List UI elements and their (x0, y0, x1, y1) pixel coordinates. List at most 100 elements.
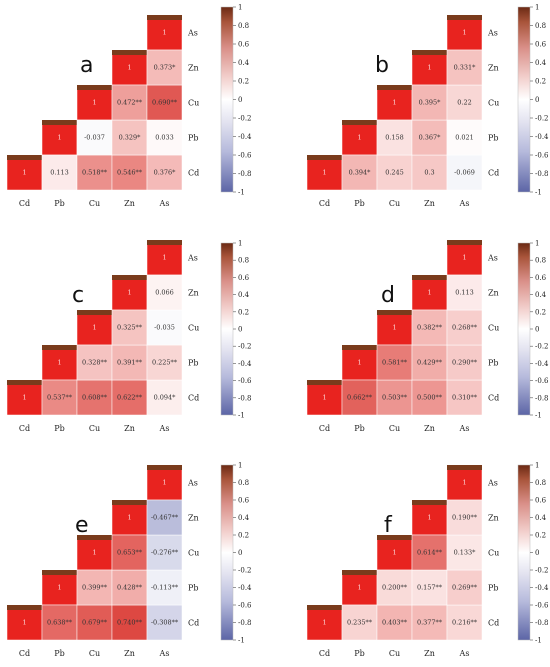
heatmap-cell-diagonal-As (446, 239, 483, 276)
colorbar-tick-label-a-2: 0.6 (238, 41, 250, 49)
heatmap-cell-Cd-Pb (341, 604, 378, 641)
heatmap-cell-diagonal-band-Cd (307, 380, 342, 385)
heatmap-cell-diagonal-Cd (306, 154, 343, 191)
colorbar-tick-label-a-7: -0.4 (238, 133, 252, 141)
heatmap-cell-Cd-Zn (111, 154, 148, 191)
colorbar-tick-label-b-1: 0.8 (535, 22, 546, 30)
y-tick-label-Pb: Pb (188, 359, 199, 368)
heatmap-cell-Pb-Cu (76, 119, 113, 156)
heatmap-cell-label-Pb-As: 0.290** (452, 359, 478, 367)
y-tick-label-Pb: Pb (488, 134, 499, 143)
colorbar-tick-label-b-5: 0 (535, 96, 539, 104)
colorbar-tick-label-d-9: -0.8 (535, 394, 549, 402)
heatmap-cell-diagonal-Cd (306, 379, 343, 416)
heatmap-cell-Cu-As (446, 534, 483, 571)
heatmap-diagonal-label-Cd: 1 (323, 395, 327, 402)
heatmap-cell-Cu-Zn (111, 534, 148, 571)
colorbar-tick-label-c-0: 1 (238, 240, 242, 248)
heatmap-cell-label-Cd-Zn: 0.740** (117, 619, 143, 627)
x-tick-label-Cu: Cu (89, 199, 100, 208)
heatmap-cell-Zn-As (446, 49, 483, 86)
x-tick-label-Pb: Pb (54, 424, 65, 433)
colorbar-tick-label-c-4: 0.2 (238, 308, 249, 316)
heatmap-cell-label-Pb-As: 0.269** (452, 584, 478, 592)
heatmap-cell-label-Zn-As: 0.331* (454, 64, 477, 72)
heatmap-cell-label-Cd-As: 0.310** (452, 394, 478, 402)
colorbar-tick-label-c-5: 0 (238, 326, 242, 334)
heatmap-cell-diagonal-Pb (341, 569, 378, 606)
heatmap-cell-label-Cu-As: 0.690** (152, 99, 178, 107)
x-tick-label-Zn: Zn (124, 424, 135, 433)
heatmap-cell-diagonal-band-As (147, 465, 182, 470)
heatmap-cell-label-Cd-Pb: 0.394* (349, 169, 372, 177)
colorbar-tick-label-a-3: 0.4 (238, 59, 250, 67)
y-tick-label-Cu: Cu (188, 324, 199, 333)
x-tick-label-Cd: Cd (319, 199, 330, 208)
heatmap-cell-diagonal-band-As (447, 15, 482, 20)
heatmap-cell-label-Cu-Zn: 0.653** (117, 549, 143, 557)
heatmap-cell-label-Zn-As: 0.066 (155, 289, 174, 297)
heatmap-cell-label-Cu-Zn: 0.382** (417, 324, 443, 332)
x-tick-label-As: As (159, 199, 170, 208)
heatmap-cell-diagonal-Zn (411, 274, 448, 311)
heatmap-panel-d: 1 1 1 1 1 0.662** 0.503** 0.500** 0.310** 0.581**… (306, 239, 549, 433)
heatmap-cell-diagonal-band-Cd (307, 605, 342, 610)
x-tick-label-Zn: Zn (424, 649, 435, 658)
x-tick-label-Zn: Zn (124, 199, 135, 208)
heatmap-cell-Zn-As (146, 49, 183, 86)
colorbar-tick-label-c-10: -1 (238, 412, 245, 420)
heatmap-cell-label-Pb-Zn: 0.157** (417, 584, 443, 592)
heatmap-panel-e: 1 1 1 1 1 0.638** 0.679** 0.740** -0.308** 0.399*… (6, 462, 252, 658)
heatmap-cell-Cd-Cu (376, 154, 413, 191)
heatmap-cell-Pb-As (146, 119, 183, 156)
colorbar-tick-label-b-8: -0.6 (535, 152, 549, 160)
heatmap-cell-label-Pb-Zn: 0.428** (117, 584, 143, 592)
heatmap-cell-Cd-Pb (341, 154, 378, 191)
heatmap-cell-diagonal-band-Cd (7, 605, 42, 610)
colorbar-tick-label-c-2: 0.6 (238, 274, 250, 282)
x-tick-label-As: As (159, 649, 170, 658)
heatmap-cell-label-Cd-Pb: 0.537** (47, 394, 73, 402)
colorbar-tick-label-b-4: 0.2 (535, 78, 546, 86)
heatmap-cell-Cd-Zn (411, 604, 448, 641)
colorbar-tick-label-f-6: -0.2 (535, 567, 549, 575)
colorbar-tick-label-e-4: 0.2 (238, 532, 249, 540)
heatmap-cell-Cd-Cu (376, 379, 413, 416)
x-tick-label-Pb: Pb (354, 199, 365, 208)
heatmap-cell-Pb-Cu (76, 344, 113, 381)
x-tick-label-As: As (159, 424, 170, 433)
heatmap-cell-diagonal-Zn (111, 49, 148, 86)
heatmap-cell-Cu-As (146, 309, 183, 346)
heatmap-diagonal-label-Pb: 1 (58, 135, 62, 142)
heatmap-cell-diagonal-band-Pb (42, 345, 77, 350)
colorbar-tick-label-a-4: 0.2 (238, 78, 249, 86)
heatmap-cell-Cd-Zn (111, 604, 148, 641)
colorbar-tick-label-e-2: 0.6 (238, 497, 250, 505)
x-tick-label-As: As (459, 199, 470, 208)
colorbar-e: 1 0.8 0.6 0.4 0.2 0 -0.2 -0.4 -0.6 -0.8 -1 (220, 462, 252, 645)
heatmap-cell-label-Pb-Cu: 0.581** (382, 359, 408, 367)
y-tick-label-Cd: Cd (188, 619, 199, 628)
x-tick-label-Pb: Pb (54, 199, 65, 208)
heatmap-cell-label-Cd-Pb: 0.662** (347, 394, 373, 402)
heatmap-cell-diagonal-band-Pb (342, 570, 377, 575)
colorbar-tick-label-a-0: 1 (238, 4, 242, 12)
colorbar-tick-label-d-6: -0.2 (535, 343, 549, 351)
y-tick-label-Cd: Cd (488, 619, 499, 628)
y-tick-label-Cd: Cd (488, 169, 499, 178)
heatmap-cell-diagonal-band-Cd (7, 155, 42, 160)
heatmap-panel-b: 1 1 1 1 1 0.394* 0.245 0.3 -0.069 0.158 0.367* 0.02… (306, 4, 549, 208)
colorbar-d: 1 0.8 0.6 0.4 0.2 0 -0.2 -0.4 -0.6 -0.8 -1 (517, 240, 549, 420)
heatmap-cell-diagonal-Cu (76, 534, 113, 571)
x-tick-label-As: As (459, 649, 470, 658)
heatmap-cell-label-Cd-As: 0.216** (452, 619, 478, 627)
heatmap-panel-c: 1 1 1 1 1 0.537** 0.608** 0.622** 0.094* 0.328** 0… (6, 240, 252, 433)
heatmap-diagonal-label-Cu: 1 (393, 325, 397, 332)
heatmap-cell-label-Cd-As: 0.376* (154, 169, 177, 177)
heatmap-cell-label-Pb-As: 0.033 (155, 134, 174, 142)
heatmap-diagonal-label-Zn: 1 (428, 515, 432, 522)
heatmap-cell-label-Cu-Zn: 0.395* (419, 99, 442, 107)
heatmap-cell-Cd-Cu (376, 604, 413, 641)
colorbar-tick-label-c-9: -0.8 (238, 394, 252, 402)
colorbar-f: 1 0.8 0.6 0.4 0.2 0 -0.2 -0.4 -0.6 -0.8 -1 (517, 462, 549, 645)
